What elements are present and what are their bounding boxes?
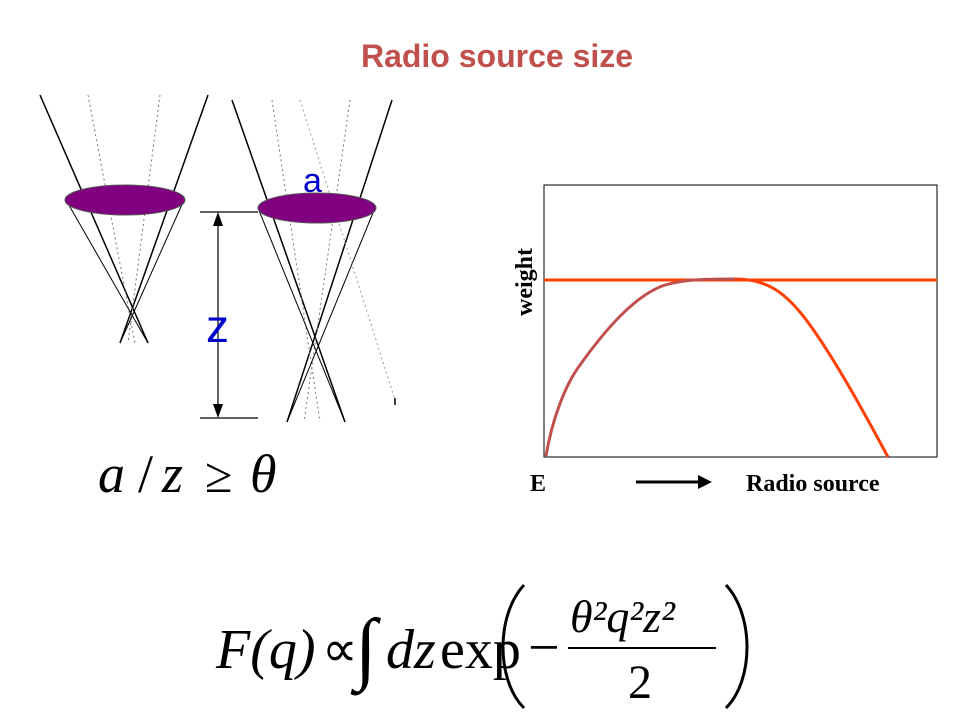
source-ellipse — [64, 184, 186, 216]
graph-xlabel-right: Radio source — [746, 471, 880, 497]
formula-minus: − — [528, 617, 560, 679]
x-direction-arrow-head — [698, 475, 712, 489]
graph-xlabel-left: E — [530, 471, 546, 497]
label-a: a — [303, 162, 322, 200]
formula-paren-left — [501, 583, 526, 710]
weight-curve-falling — [734, 277, 890, 458]
page-title: Radio source size — [360, 38, 634, 74]
cone-line — [127, 94, 161, 344]
cone-line — [303, 99, 351, 423]
z-dimension: z — [200, 211, 258, 419]
graph-frame — [543, 184, 938, 458]
cone-line — [87, 94, 136, 344]
weight-graph: weight E Radio source — [512, 184, 938, 497]
weight-curve-rising — [544, 277, 736, 457]
cone-line — [257, 207, 346, 423]
label-z: z — [206, 300, 229, 352]
cone-line — [119, 94, 209, 344]
ineq-theta: θ — [250, 444, 277, 504]
formula-propto: ∝ — [322, 621, 358, 677]
arrow-head-up — [213, 212, 223, 226]
arrow-head-down — [213, 404, 223, 418]
formula-numerator: θ²q²z² — [570, 591, 676, 642]
graph-ylabel: weight — [512, 248, 538, 316]
cone-line — [39, 94, 149, 344]
ineq-z: z — [161, 444, 183, 504]
formula-denominator: 2 — [628, 656, 652, 709]
cone-line — [286, 99, 393, 423]
ineq-slash: / — [138, 444, 153, 504]
inequality: a / z ≥ θ — [98, 444, 277, 504]
formula-dz: dz — [386, 619, 436, 681]
left-beam-cones — [39, 94, 209, 344]
ineq-geq: ≥ — [205, 447, 232, 503]
formula-lhs: F(q) — [215, 619, 316, 681]
ineq-a: a — [98, 444, 125, 504]
formula-paren-right — [724, 583, 749, 710]
formula: F(q) ∝ ∫ dz exp − θ²q²z² 2 — [215, 583, 749, 710]
cone-line — [231, 99, 346, 423]
cone-line — [119, 199, 185, 344]
source-ellipse — [257, 192, 377, 224]
formula-exp: exp — [440, 619, 521, 681]
right-beam-cones — [231, 99, 396, 423]
cone-line — [65, 199, 149, 344]
formula-integral: ∫ — [350, 604, 382, 696]
cone-line — [286, 207, 376, 423]
